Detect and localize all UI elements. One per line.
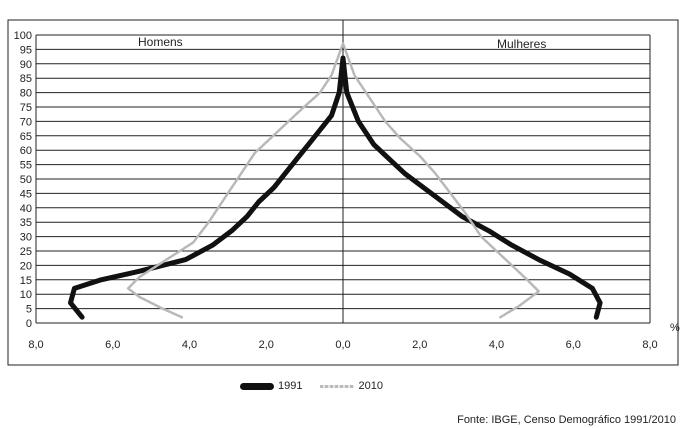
y-tick-label: 15: [20, 275, 32, 287]
legend-label-1991: 1991: [278, 380, 303, 392]
y-tick-label: 5: [26, 304, 32, 316]
series-line-1991: [68, 55, 603, 320]
x-tick-label: 0,0: [335, 339, 350, 351]
x-tick-label: 6,0: [566, 339, 581, 351]
x-axis-unit-label: %: [670, 322, 680, 334]
y-tick-label: 85: [20, 73, 32, 85]
y-tick-label: 0: [26, 318, 32, 330]
y-tick-label: 90: [20, 59, 32, 71]
x-tick-label: 8,0: [28, 339, 43, 351]
y-tick-label: 45: [20, 188, 32, 200]
y-tick-label: 10: [20, 289, 32, 301]
y-tick-label: 95: [20, 44, 32, 56]
y-axis-ticks: 0 5 10 15 20 25 30 35 40 45 50 55 60 65 70 75 80 85 90 95 10…: [14, 30, 32, 330]
legend-swatch-2010: [320, 384, 355, 388]
x-tick-label: 2,0: [412, 339, 427, 351]
x-tick-label: 8,0: [642, 339, 657, 351]
y-tick-label: 55: [20, 160, 32, 172]
label-homens: Homens: [138, 35, 183, 49]
y-tick-label: 100: [14, 30, 32, 42]
legend-label-2010: 2010: [358, 380, 383, 392]
y-tick-label: 75: [20, 102, 32, 114]
source-note: Fonte: IBGE, Censo Demográfico 1991/2010: [457, 414, 676, 426]
y-tick-label: 25: [20, 246, 32, 258]
y-tick-label: 80: [20, 88, 32, 100]
x-tick-label: 4,0: [489, 339, 504, 351]
x-tick-label: 6,0: [105, 339, 120, 351]
y-tick-label: 40: [20, 203, 32, 215]
y-tick-label: 30: [20, 232, 32, 244]
y-tick-label: 35: [20, 217, 32, 229]
y-tick-label: 65: [20, 131, 32, 143]
x-axis-ticks: 8,0 6,0 4,0 2,0 0,0 2,0 4,0 6,0 8,0: [28, 339, 657, 351]
x-tick-label: 4,0: [182, 339, 197, 351]
legend-swatch-1991: [240, 382, 274, 390]
x-tick-label: 2,0: [259, 339, 274, 351]
series-layer: [68, 42, 603, 320]
series-line-2010: [126, 42, 540, 319]
y-tick-label: 20: [20, 260, 32, 272]
y-tick-label: 50: [20, 174, 32, 186]
legend: 1991 2010: [240, 380, 383, 392]
y-tick-label: 70: [20, 116, 32, 128]
y-tick-label: 60: [20, 145, 32, 157]
label-mulheres: Mulheres: [497, 37, 546, 51]
